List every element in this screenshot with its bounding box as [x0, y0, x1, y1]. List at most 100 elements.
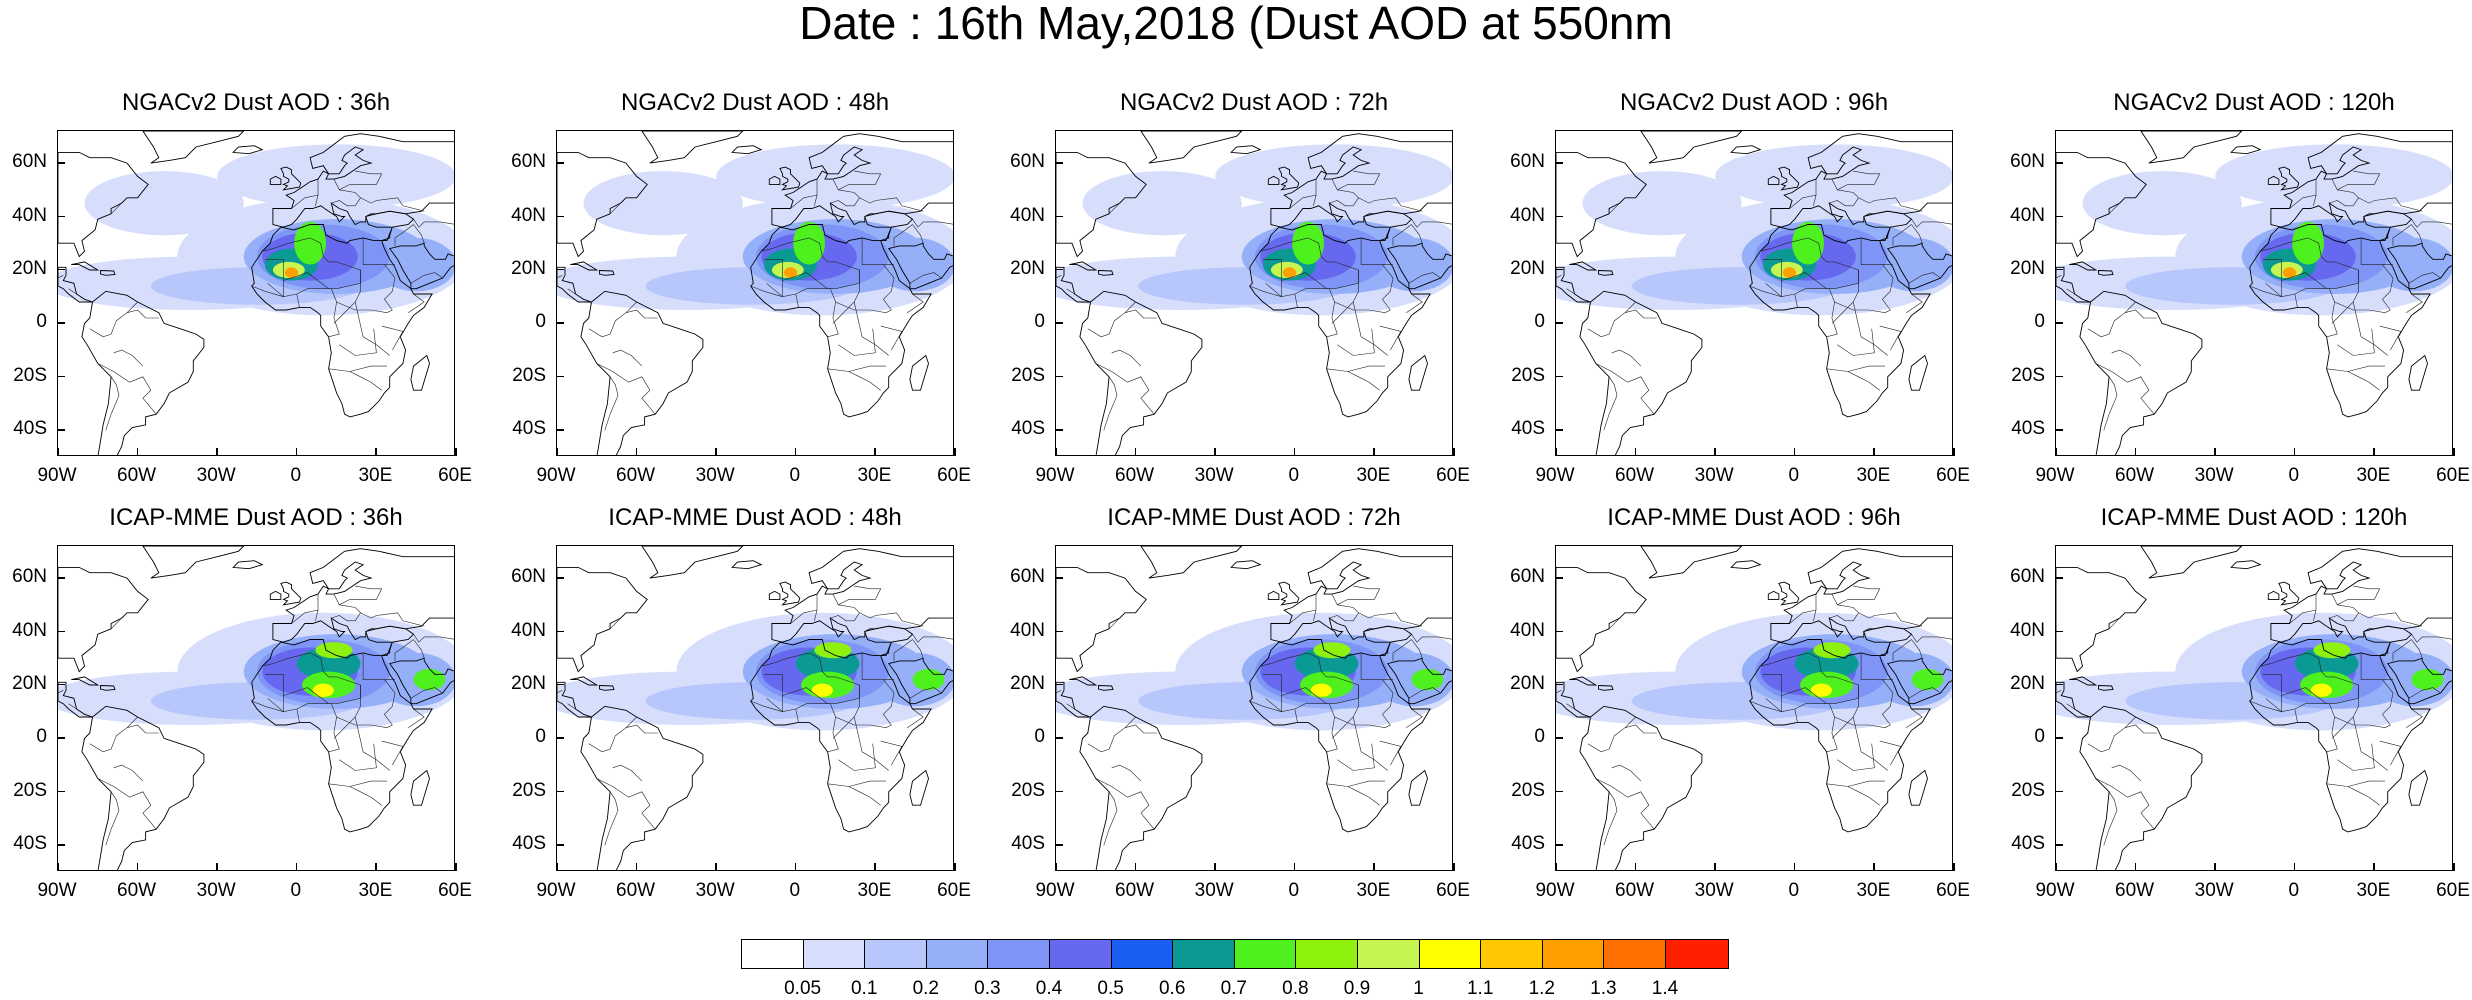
country-border [333, 593, 425, 627]
country-border [1794, 293, 1798, 308]
longitude-label: 30W [1194, 465, 1234, 486]
panel-title: ICAP-MME Dust AOD : 72h [1107, 504, 1401, 531]
latitude-label: 40N [511, 204, 546, 226]
latitude-tick [57, 844, 65, 846]
coastline [2408, 354, 2428, 391]
country-border [1908, 687, 1941, 699]
country-border [596, 778, 656, 830]
country-border [2347, 371, 2380, 391]
country-border [2326, 716, 2338, 753]
country-border [1265, 264, 1394, 314]
country-border [827, 780, 886, 787]
country-border [267, 679, 396, 729]
dust-shading [1556, 144, 1952, 316]
map-panel [2055, 130, 2453, 456]
longitude-label: 30W [2194, 465, 2234, 486]
longitude-label: 60E [2436, 880, 2470, 901]
latitude-tick [1555, 630, 1563, 632]
country-border [2087, 301, 2136, 338]
latitude-label: 20S [1511, 364, 1545, 386]
coastline [1386, 657, 1452, 705]
longitude-tick [136, 448, 139, 456]
coastline [2230, 560, 2262, 570]
country-border [2289, 609, 2317, 624]
country-border [1749, 695, 1782, 713]
latitude-tick [57, 322, 65, 324]
longitude-label: 60W [117, 880, 157, 901]
country-border [609, 202, 621, 215]
latitude-tick [1555, 844, 1563, 846]
latitude-tick [57, 737, 65, 739]
colorbar-label: 0.4 [1035, 978, 1063, 999]
longitude-label: 30E [2356, 880, 2391, 901]
country-border [113, 349, 144, 367]
latitude-label: 40N [1010, 619, 1045, 641]
coastline [2363, 210, 2413, 242]
latitude-label: 0 [1534, 311, 1545, 333]
latitude-tick [556, 844, 564, 846]
coastline [58, 681, 93, 718]
country-border [588, 716, 637, 753]
colorbar-label: 0.6 [1158, 978, 1186, 999]
longitude-tick [1634, 448, 1637, 456]
longitude-label: 60E [1436, 465, 1470, 486]
country-border [790, 609, 818, 624]
latitude-label: 0 [2034, 311, 2045, 333]
country-border [354, 716, 390, 771]
country-border [1331, 593, 1423, 627]
latitude-tick [2055, 215, 2063, 217]
country-border [604, 791, 619, 846]
country-border [354, 301, 390, 356]
dust-contour [1715, 144, 1952, 209]
colorbar-box [803, 940, 866, 968]
country-border [750, 237, 860, 324]
coastline [909, 354, 929, 391]
dust-contour [1782, 267, 1797, 278]
colorbar-box [1604, 940, 1666, 968]
latitude-label: 20S [512, 364, 546, 386]
coastline [1908, 354, 1928, 391]
country-border [893, 224, 913, 246]
country-border [1337, 585, 1381, 606]
country-border [853, 301, 889, 356]
coastline [771, 133, 953, 228]
longitude-label: 60W [1115, 880, 1155, 901]
country-border [567, 703, 576, 710]
coastline [269, 175, 282, 185]
country-border [1095, 363, 1155, 415]
coastlines [1556, 131, 1952, 455]
latitude-label: 20S [1011, 364, 1045, 386]
longitude-tick [715, 863, 717, 871]
country-border [604, 376, 619, 431]
country-border [830, 197, 860, 207]
country-border [110, 617, 122, 630]
colorbar-box [1357, 940, 1420, 968]
longitude-tick [1793, 448, 1796, 456]
longitude-tick [954, 448, 956, 456]
country-border [1326, 301, 1338, 338]
country-border [1408, 687, 1441, 699]
country-border [907, 708, 924, 728]
country-border [89, 716, 138, 753]
coastline [1270, 133, 1452, 228]
country-border [2056, 275, 2062, 279]
colorbar-label: 0.7 [1220, 978, 1247, 999]
coastline [779, 166, 801, 191]
longitude-label: 30E [1356, 880, 1391, 901]
dust-shading [557, 612, 953, 731]
colorbar-label: 0.1 [850, 978, 878, 999]
longitude-tick [1214, 863, 1216, 871]
country-border [609, 617, 621, 630]
country-border [1906, 293, 1923, 313]
coastline [731, 560, 763, 570]
longitude-tick [1453, 863, 1455, 871]
country-border [612, 764, 643, 782]
country-border [1411, 639, 1423, 659]
latitude-label: 20S [13, 364, 47, 386]
country-border [1831, 178, 1923, 212]
latitude-tick [1555, 790, 1563, 793]
longitude-tick [1555, 863, 1557, 871]
country-border [2352, 716, 2388, 771]
latitude-label: 0 [1534, 726, 1545, 748]
coastline [2140, 131, 2243, 164]
